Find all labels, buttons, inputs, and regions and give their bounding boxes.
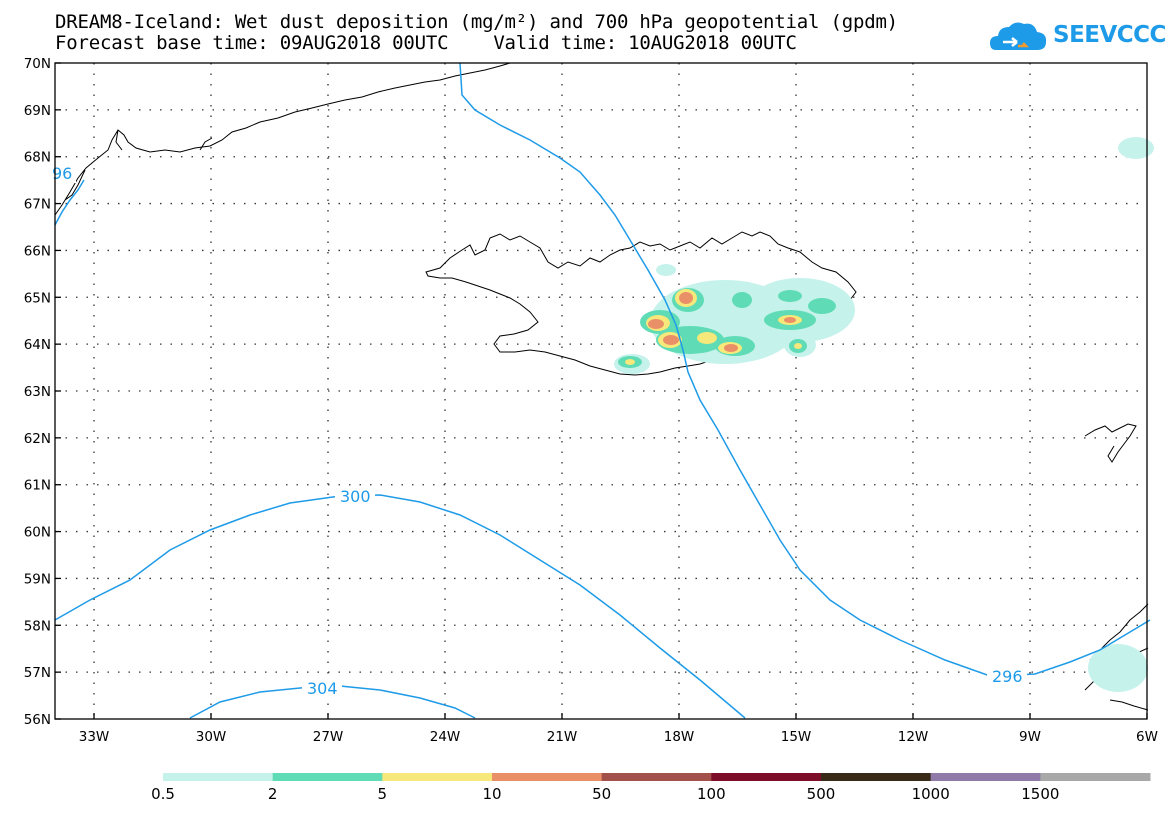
- contour-label-296: 296: [992, 667, 1023, 686]
- map-title: DREAM8-Iceland: Wet dust deposition (mg/…: [55, 11, 898, 33]
- colorbar-label: 100: [697, 785, 726, 803]
- colorbar-swatch: [601, 773, 712, 781]
- contour-label-300: 300: [340, 487, 371, 506]
- colorbar-label: 2: [267, 785, 278, 803]
- colorbar-swatch: [1040, 773, 1151, 781]
- colorbar-label: 1500: [1021, 785, 1060, 803]
- colorbar-swatch: [930, 773, 1041, 781]
- lon-tick-label: 15W: [781, 729, 812, 745]
- lat-tick-label: 62N: [24, 431, 51, 447]
- colorbar-label: 1000: [911, 785, 950, 803]
- cloud-icon: [990, 22, 1047, 50]
- lon-tick-label: 21W: [547, 729, 578, 745]
- lat-tick-label: 70N: [24, 56, 51, 72]
- colorbar-swatch: [382, 773, 493, 781]
- colorbar-label: 50: [592, 785, 612, 803]
- lon-tick-label: 18W: [664, 729, 695, 745]
- lat-tick-label: 63N: [24, 384, 51, 400]
- contour-label-96: 96: [52, 164, 72, 183]
- latitude-labels: 70N 69N 68N 67N 66N 65N 64N 63N 62N 61N 60N 59N 58N 5…: [24, 56, 51, 728]
- lat-tick-label: 56N: [24, 712, 51, 728]
- colorbar-label: 500: [806, 785, 836, 803]
- lat-tick-label: 59N: [24, 571, 51, 587]
- colorbar-swatch: [492, 773, 603, 781]
- greenland-coast: [54, 62, 511, 216]
- map-plot: 96 300 304 296 70N 69N 68N 67N 66N 65N 64N 63N 6…: [24, 56, 1158, 745]
- contour-300: [54, 494, 746, 719]
- lat-tick-label: 61N: [24, 478, 51, 494]
- colorbar-label: 0.5: [151, 785, 175, 803]
- lat-tick-label: 69N: [24, 103, 51, 119]
- colorbar-swatch: [821, 773, 932, 781]
- colorbar-swatch: [272, 773, 383, 781]
- coastlines: [54, 62, 1149, 711]
- lon-tick-label: 30W: [196, 729, 227, 745]
- graticule: [55, 63, 1147, 719]
- dust-deposition-field: [614, 137, 1154, 692]
- colorbar-swatch: [711, 773, 822, 781]
- colorbar: [163, 773, 1151, 781]
- dust-class-0.5: [614, 137, 1154, 692]
- logo-text: SEEVCCC: [1053, 22, 1166, 48]
- faroe-coast: [1084, 423, 1137, 463]
- lat-tick-label: 60N: [24, 525, 51, 541]
- colorbar-label: 5: [377, 785, 388, 803]
- colorbar-swatch: [163, 773, 274, 781]
- colorbar-label: 10: [482, 785, 502, 803]
- iceland-coast: [425, 231, 857, 376]
- lon-tick-label: 9W: [1019, 729, 1041, 745]
- contour-296-west: [54, 179, 85, 226]
- lon-tick-label: 33W: [79, 729, 110, 745]
- lat-tick-label: 66N: [24, 243, 51, 259]
- dust-class-10: [648, 292, 796, 352]
- lat-tick-label: 65N: [24, 290, 51, 306]
- lon-tick-label: 12W: [898, 729, 929, 745]
- lat-tick-label: 58N: [24, 618, 51, 634]
- seevccc-logo: [990, 22, 1047, 50]
- longitude-labels: 33W 30W 27W 24W 21W 18W 15W 12W 9W 6W: [79, 729, 1158, 745]
- contour-296-east: [459, 62, 1151, 677]
- contour-label-304: 304: [307, 679, 338, 698]
- lat-tick-label: 67N: [24, 197, 51, 213]
- contour-labels: 96 300 304 296: [50, 163, 1027, 698]
- lat-tick-label: 57N: [24, 665, 51, 681]
- tick-marks: [55, 62, 1148, 720]
- lon-tick-label: 6W: [1136, 729, 1158, 745]
- lat-tick-label: 64N: [24, 337, 51, 353]
- lon-tick-label: 27W: [313, 729, 344, 745]
- forecast-time-line: Forecast base time: 09AUG2018 00UTC Vali…: [55, 32, 797, 54]
- lon-tick-label: 24W: [430, 729, 461, 745]
- lat-tick-label: 68N: [24, 150, 51, 166]
